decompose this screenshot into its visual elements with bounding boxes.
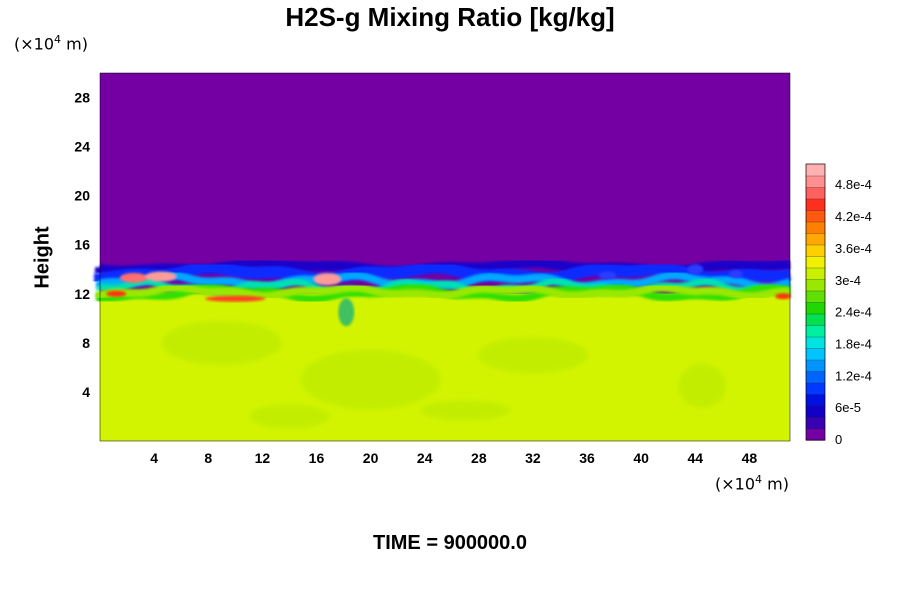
colorbar-segment (805, 347, 826, 361)
colorbar-tick-label: 6e-5 (835, 400, 861, 415)
x-tick-label: 20 (363, 450, 379, 466)
colorbar-segment (805, 163, 826, 177)
y-tick-label: 24 (74, 139, 90, 155)
lower-texture-3 (678, 363, 727, 408)
colorbar-segment (805, 232, 826, 246)
colorbar-segment (805, 186, 826, 200)
colorbar-tick-label: 0 (835, 432, 842, 447)
x-tick-label: 32 (525, 450, 541, 466)
x-unit-exponent: 4 (755, 473, 763, 486)
lower-texture-1 (300, 349, 441, 410)
colorbar-segment (805, 290, 826, 303)
chart-title: H2S-g Mixing Ratio [kg/kg] (285, 2, 615, 32)
colorbar-segment (805, 221, 826, 234)
colorbar-segment (805, 359, 826, 372)
colorbar-frame (805, 163, 826, 441)
colorbar-segment (805, 382, 826, 395)
x-tick-label: 40 (633, 450, 649, 466)
colorbar-segment (805, 209, 826, 223)
lower-texture-2 (477, 337, 588, 374)
colorbar-tick-label: 2.4e-4 (835, 305, 872, 320)
colorbar-segment (805, 313, 826, 326)
hotspot-band-1 (205, 295, 266, 302)
y-axis-ticks: 4 8 12 16 20 24 28 (74, 90, 90, 400)
x-tick-label: 4 (150, 450, 158, 466)
plume-center (338, 298, 355, 327)
lower-texture-4 (249, 404, 330, 429)
y-axis-unit: (×104 m) (14, 33, 88, 53)
hotspot-band-3 (775, 293, 792, 300)
colorbar-segment (805, 336, 826, 349)
colorbar-segment (805, 267, 826, 280)
colorbar-tick-label: 4.8e-4 (835, 177, 872, 192)
colorbar-segment (805, 301, 826, 315)
colorbar-segment (805, 370, 826, 384)
maximum-patch-left (144, 271, 177, 282)
colorbar-tick-label: 3.6e-4 (835, 241, 872, 256)
time-label: TIME = 900000.0 (373, 532, 527, 554)
x-tick-label: 16 (309, 450, 325, 466)
y-tick-label: 8 (82, 335, 90, 351)
hotspot-band-2 (106, 290, 127, 297)
colorbar-segment (805, 244, 826, 257)
x-tick-label: 36 (579, 450, 595, 466)
x-axis-ticks: 4 8 12 16 20 24 28 32 36 40 44 48 (150, 450, 757, 466)
colorbar-segment (805, 393, 826, 407)
colorbar-segment (805, 405, 826, 418)
colorbar-svg: 0 6e-5 1.2e-4 1.8e-4 2.4e-4 3e-4 3.6e-4 4.2e-4 4… (805, 163, 872, 447)
colorbar: 0 6e-5 1.2e-4 1.8e-4 2.4e-4 3e-4 3.6e-4 4.2e-4 4… (805, 163, 896, 459)
colorbar-tick-label: 1.2e-4 (835, 368, 872, 383)
eddy-right-2 (728, 270, 743, 279)
x-tick-label: 28 (471, 450, 487, 466)
x-unit-suffix: m) (762, 474, 789, 494)
x-tick-label: 48 (742, 450, 758, 466)
heatmap-field (94, 72, 792, 442)
maximum-patch-center (313, 273, 342, 286)
colorbar-segment (805, 255, 826, 269)
colorbar-segment (805, 278, 826, 292)
band-lime (96, 283, 790, 301)
x-unit-prefix: (×10 (715, 474, 756, 494)
y-tick-label: 16 (74, 237, 90, 253)
plot-area: 4 8 12 16 20 24 28 32 36 40 44 48 4 8 12 16 20 24 28 (74, 72, 800, 478)
x-tick-label: 8 (204, 450, 212, 466)
y-unit-prefix: (×10 (14, 34, 55, 54)
plot-frame (99, 72, 791, 442)
x-axis-unit: (×104 m) (715, 473, 789, 493)
colorbar-segment (805, 198, 826, 211)
y-axis-label: Height (31, 226, 54, 289)
y-tick-label: 28 (74, 90, 90, 106)
x-tick-label: 12 (255, 450, 271, 466)
y-tick-label: 20 (74, 188, 90, 204)
colorbar-segment (805, 175, 826, 188)
colorbar-segment (805, 428, 826, 441)
band-blue (94, 261, 792, 286)
eddy-right-1 (687, 264, 704, 275)
y-tick-label: 12 (74, 286, 90, 302)
y-unit-exponent: 4 (54, 33, 62, 46)
y-unit-suffix: m) (61, 34, 88, 54)
lower-texture-5 (420, 400, 511, 421)
x-tick-label: 44 (688, 450, 704, 466)
colorbar-tick-label: 1.8e-4 (835, 336, 872, 351)
x-tick-label: 24 (417, 450, 433, 466)
colorbar-tick-label: 3e-4 (835, 273, 861, 288)
colorbar-segment (805, 416, 826, 430)
eddy-right-3 (598, 271, 617, 280)
y-tick-label: 4 (82, 384, 90, 400)
hotspot-left (119, 272, 148, 283)
colorbar-segment (805, 324, 826, 338)
lower-texture-0 (161, 320, 282, 365)
colorbar-tick-label: 4.2e-4 (835, 209, 872, 224)
